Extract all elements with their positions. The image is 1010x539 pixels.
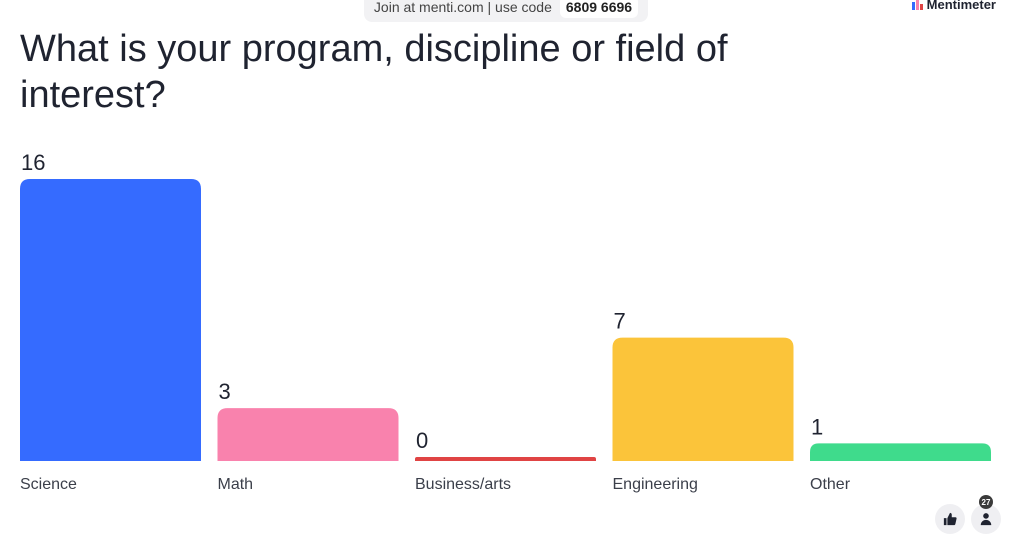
mentimeter-logo-icon <box>911 0 923 10</box>
category-label: Science <box>20 476 77 493</box>
bar-science <box>20 179 201 461</box>
bar-business-arts <box>415 457 596 461</box>
join-banner: Join at menti.com | use code 6809 6696 <box>364 0 648 22</box>
value-label: 0 <box>416 428 428 453</box>
category-label: Other <box>810 476 851 493</box>
join-banner-text: Join at menti.com | use code <box>373 0 552 15</box>
like-button[interactable] <box>935 504 965 534</box>
value-label: 7 <box>614 309 626 334</box>
category-label: Business/arts <box>415 476 511 493</box>
value-label: 3 <box>219 379 231 404</box>
bar-other <box>810 443 991 461</box>
bar-engineering <box>612 337 794 461</box>
value-label: 1 <box>811 414 823 439</box>
participants-button[interactable] <box>971 504 1001 534</box>
person-icon <box>980 513 992 526</box>
join-code: 6809 6696 <box>559 0 639 18</box>
thumbs-up-icon <box>943 512 957 526</box>
bar-math <box>217 408 399 461</box>
value-label: 16 <box>21 150 45 175</box>
page-title: What is your program, discipline or fiel… <box>20 28 728 116</box>
brand: Mentimeter <box>911 0 996 12</box>
brand-name: Mentimeter <box>926 0 996 12</box>
category-label: Engineering <box>613 476 698 493</box>
category-label: Math <box>218 476 254 493</box>
participant-count-badge: 27 <box>979 495 993 509</box>
